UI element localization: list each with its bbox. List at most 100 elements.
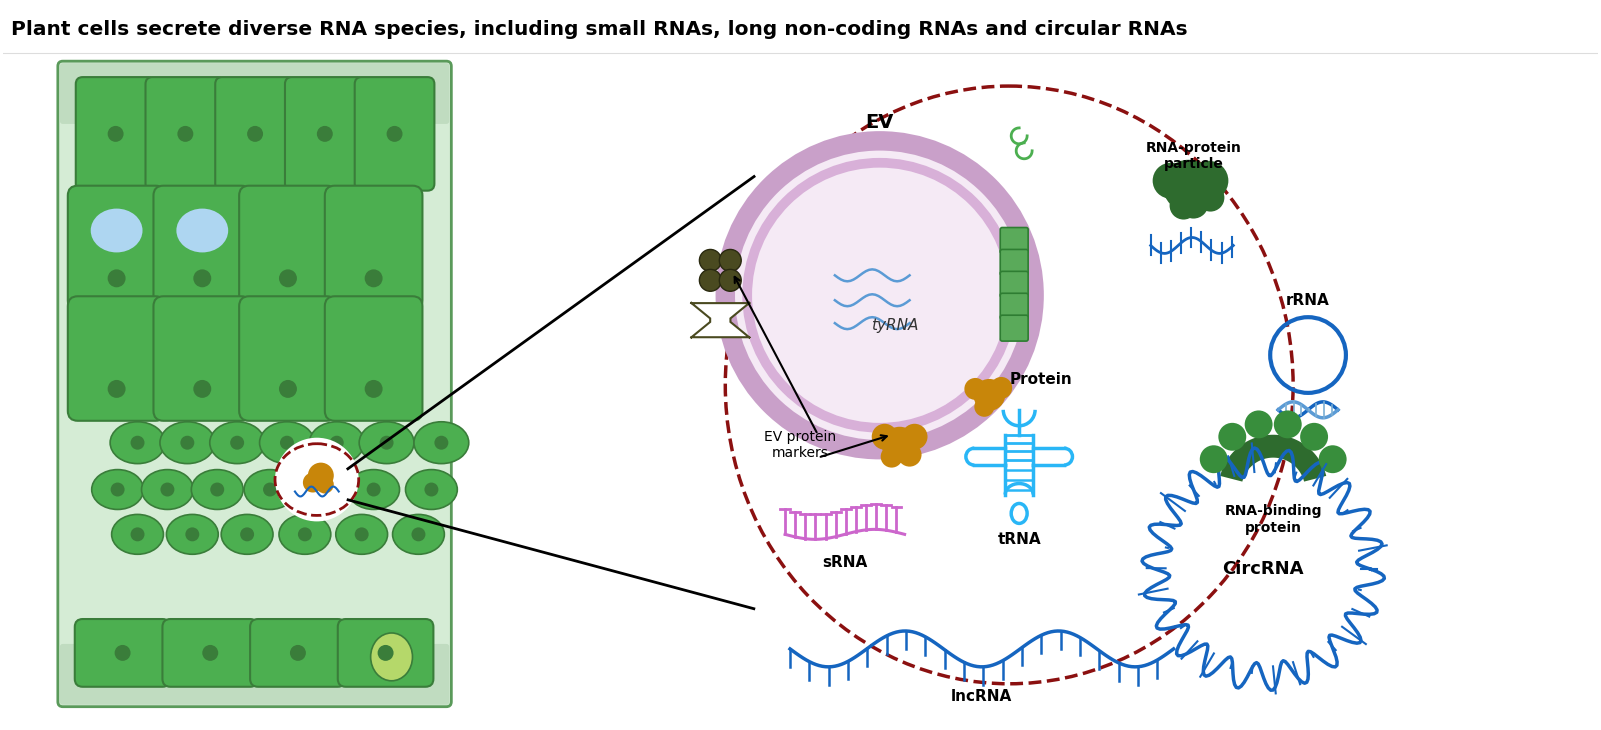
FancyBboxPatch shape <box>239 185 336 310</box>
Circle shape <box>1153 163 1188 199</box>
Text: EV protein
markers: EV protein markers <box>764 429 836 460</box>
FancyBboxPatch shape <box>1001 315 1028 341</box>
Circle shape <box>115 645 131 661</box>
Text: RNA-binding
protein: RNA-binding protein <box>1225 504 1322 534</box>
FancyBboxPatch shape <box>1001 228 1028 253</box>
FancyBboxPatch shape <box>239 296 336 420</box>
Circle shape <box>411 527 426 542</box>
Ellipse shape <box>91 209 142 253</box>
Circle shape <box>355 527 368 542</box>
Circle shape <box>1178 188 1209 218</box>
Circle shape <box>240 527 255 542</box>
FancyBboxPatch shape <box>162 619 258 687</box>
Circle shape <box>107 269 125 288</box>
Text: Plant cells secrete diverse RNA species, including small RNAs, long non-coding R: Plant cells secrete diverse RNA species,… <box>11 20 1188 39</box>
Circle shape <box>973 379 1005 411</box>
Text: sRNA: sRNA <box>823 555 868 569</box>
Circle shape <box>131 436 144 450</box>
Ellipse shape <box>221 515 274 554</box>
FancyBboxPatch shape <box>59 644 450 704</box>
Circle shape <box>317 126 333 142</box>
Circle shape <box>719 250 741 272</box>
Circle shape <box>275 438 359 521</box>
Ellipse shape <box>415 422 469 464</box>
Circle shape <box>194 269 211 288</box>
Text: tRNA: tRNA <box>997 532 1041 547</box>
Text: EV: EV <box>866 113 893 132</box>
Circle shape <box>186 527 199 542</box>
Ellipse shape <box>210 422 264 464</box>
FancyBboxPatch shape <box>154 185 251 310</box>
FancyBboxPatch shape <box>67 185 165 310</box>
Circle shape <box>181 436 194 450</box>
Circle shape <box>107 380 125 398</box>
Ellipse shape <box>141 469 194 510</box>
Ellipse shape <box>110 422 165 464</box>
Circle shape <box>1199 445 1228 473</box>
FancyBboxPatch shape <box>338 619 434 687</box>
Circle shape <box>898 442 922 466</box>
Circle shape <box>1244 410 1273 438</box>
Circle shape <box>263 483 277 496</box>
Ellipse shape <box>309 422 363 464</box>
Circle shape <box>378 645 394 661</box>
Text: tyRNA: tyRNA <box>871 318 919 333</box>
Circle shape <box>330 436 344 450</box>
Ellipse shape <box>259 422 314 464</box>
Ellipse shape <box>112 515 163 554</box>
Polygon shape <box>690 302 751 338</box>
Circle shape <box>991 377 1012 399</box>
Circle shape <box>1170 192 1198 220</box>
FancyBboxPatch shape <box>1001 250 1028 275</box>
Circle shape <box>700 269 722 291</box>
Text: rRNA: rRNA <box>1286 293 1330 308</box>
FancyBboxPatch shape <box>215 77 295 191</box>
Circle shape <box>379 436 394 450</box>
Circle shape <box>1300 423 1329 450</box>
Circle shape <box>1162 160 1215 212</box>
FancyBboxPatch shape <box>58 61 451 707</box>
Circle shape <box>160 483 175 496</box>
Text: RNA-protein
particle: RNA-protein particle <box>1146 141 1241 171</box>
FancyBboxPatch shape <box>146 77 226 191</box>
FancyBboxPatch shape <box>325 296 423 420</box>
Ellipse shape <box>347 469 400 510</box>
FancyBboxPatch shape <box>1001 272 1028 297</box>
Circle shape <box>1274 410 1302 438</box>
Circle shape <box>210 483 224 496</box>
Circle shape <box>1188 161 1228 201</box>
FancyBboxPatch shape <box>325 185 423 310</box>
Circle shape <box>882 427 917 463</box>
Ellipse shape <box>192 469 243 510</box>
Circle shape <box>434 436 448 450</box>
Circle shape <box>279 380 296 398</box>
Circle shape <box>1319 445 1346 473</box>
Circle shape <box>1218 423 1246 450</box>
Ellipse shape <box>91 469 144 510</box>
Circle shape <box>202 645 218 661</box>
Ellipse shape <box>243 469 296 510</box>
Circle shape <box>881 446 903 468</box>
FancyBboxPatch shape <box>154 296 251 420</box>
FancyBboxPatch shape <box>250 619 346 687</box>
FancyBboxPatch shape <box>75 77 155 191</box>
FancyBboxPatch shape <box>75 619 170 687</box>
Circle shape <box>178 126 194 142</box>
Ellipse shape <box>296 469 347 510</box>
Ellipse shape <box>160 422 215 464</box>
FancyBboxPatch shape <box>59 64 450 124</box>
Circle shape <box>700 250 722 272</box>
Ellipse shape <box>392 515 445 554</box>
Circle shape <box>975 397 994 417</box>
Circle shape <box>279 269 296 288</box>
Circle shape <box>110 483 125 496</box>
Circle shape <box>303 472 323 493</box>
FancyBboxPatch shape <box>1001 293 1028 319</box>
Circle shape <box>367 483 381 496</box>
Circle shape <box>247 126 263 142</box>
Circle shape <box>280 436 295 450</box>
Circle shape <box>315 483 328 496</box>
Text: Protein: Protein <box>1009 372 1073 388</box>
Circle shape <box>307 463 333 488</box>
FancyBboxPatch shape <box>285 77 365 191</box>
